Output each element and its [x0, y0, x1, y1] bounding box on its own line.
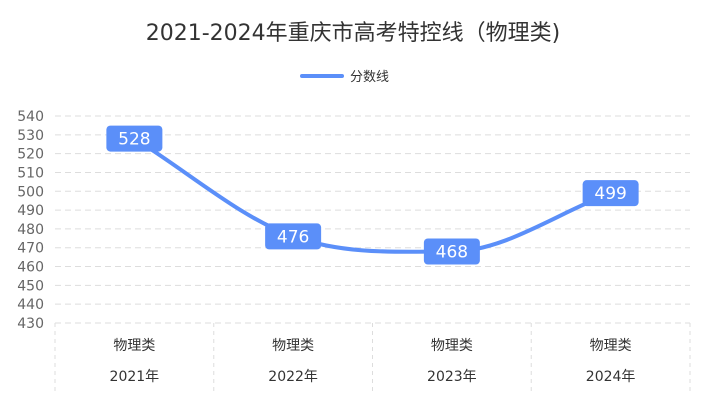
- series-layer: [131, 135, 614, 255]
- data-label-box: [265, 223, 322, 250]
- y-tick-label: 520: [17, 147, 44, 163]
- y-tick-label: 450: [17, 278, 44, 294]
- legend-label: 分数线: [350, 70, 389, 85]
- x-category-group-label: 物理类: [590, 338, 632, 354]
- data-label-box: [423, 238, 480, 265]
- data-labels: 528 476 468 499: [106, 125, 639, 265]
- data-label: 528: [118, 130, 150, 150]
- x-category-label: 2023年: [427, 369, 477, 385]
- data-label: 468: [436, 242, 468, 262]
- y-tick-label: 440: [17, 297, 44, 313]
- x-category-group-label: 物理类: [113, 338, 155, 354]
- legend[interactable]: 分数线: [300, 70, 389, 85]
- y-tick-label: 490: [17, 203, 44, 219]
- data-label: 476: [277, 227, 309, 247]
- data-label: 499: [594, 184, 626, 204]
- x-axis: 物理类 2021年 物理类 2022年 物理类 2023年 物理类 2024年: [110, 338, 636, 385]
- chart-title: 2021-2024年重庆市高考特控线（物理类): [146, 21, 561, 46]
- series-line: [132, 136, 613, 254]
- y-tick-label: 540: [17, 109, 44, 125]
- x-category-label: 2024年: [586, 369, 636, 385]
- y-tick-label: 500: [17, 184, 44, 200]
- data-label-box: [582, 180, 639, 207]
- y-tick-label: 430: [17, 316, 44, 332]
- y-tick-label: 470: [17, 241, 44, 257]
- x-category-label: 2022年: [268, 369, 318, 385]
- data-label-box: [106, 125, 163, 152]
- x-category-group-label: 物理类: [431, 338, 473, 354]
- y-axis: 430 440 450 460 470 480 490 500 510 520 530 540: [17, 109, 44, 332]
- y-tick-label: 510: [17, 165, 44, 181]
- x-category-label: 2021年: [110, 369, 160, 385]
- y-tick-label: 530: [17, 128, 44, 144]
- y-tick-label: 460: [17, 260, 44, 276]
- y-tick-label: 480: [17, 222, 44, 238]
- x-category-group-label: 物理类: [272, 338, 314, 354]
